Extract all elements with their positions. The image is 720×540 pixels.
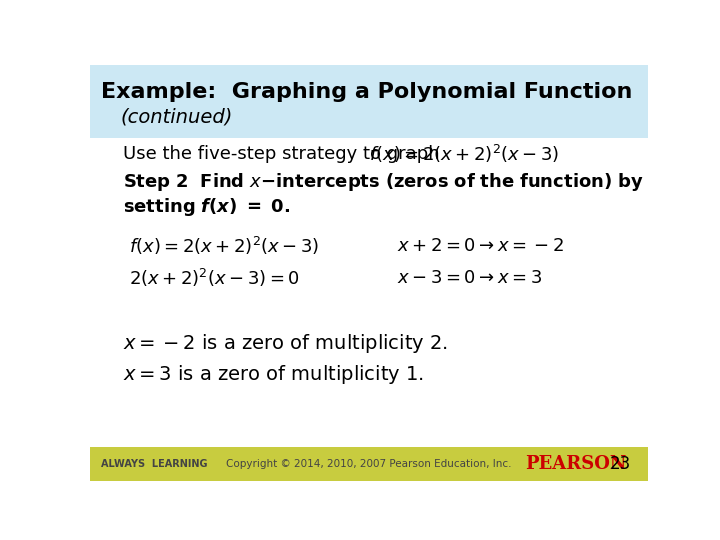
FancyBboxPatch shape — [90, 65, 648, 138]
Text: $x = -2$ is a zero of multiplicity 2.: $x = -2$ is a zero of multiplicity 2. — [124, 332, 449, 355]
Text: PEARSON: PEARSON — [526, 455, 626, 473]
Text: $\mathbf{Step\ 2\ \ Find}\ \mathit{x}\mathbf{-intercepts\ (zeros\ of\ the\ funct: $\mathbf{Step\ 2\ \ Find}\ \mathit{x}\ma… — [124, 171, 644, 193]
Text: 23: 23 — [610, 455, 631, 473]
Text: $f(x) = 2(x+2)^2(x-3)$: $f(x) = 2(x+2)^2(x-3)$ — [369, 143, 559, 165]
Text: $\mathbf{setting}\ \boldsymbol{f}\boldsymbol{(}\boldsymbol{x}\boldsymbol{)}\ \ma: $\mathbf{setting}\ \boldsymbol{f}\boldsy… — [124, 196, 291, 218]
Text: Use the five-step strategy to graph: Use the five-step strategy to graph — [124, 145, 440, 163]
Text: $x - 3 = 0 \rightarrow x = 3$: $x - 3 = 0 \rightarrow x = 3$ — [397, 269, 542, 287]
Text: ALWAYS  LEARNING: ALWAYS LEARNING — [101, 459, 207, 469]
Text: (continued): (continued) — [121, 107, 233, 126]
Text: $x + 2 = 0 \rightarrow x = -2$: $x + 2 = 0 \rightarrow x = -2$ — [397, 237, 564, 255]
Text: Example:  Graphing a Polynomial Function: Example: Graphing a Polynomial Function — [101, 82, 633, 102]
Text: Copyright © 2014, 2010, 2007 Pearson Education, Inc.: Copyright © 2014, 2010, 2007 Pearson Edu… — [226, 459, 512, 469]
Text: $x = 3$ is a zero of multiplicity 1.: $x = 3$ is a zero of multiplicity 1. — [124, 363, 425, 386]
Text: $f(x) = 2(x+2)^2(x-3)$: $f(x) = 2(x+2)^2(x-3)$ — [129, 234, 319, 256]
FancyBboxPatch shape — [90, 447, 648, 481]
Text: $2(x+2)^2(x-3) = 0$: $2(x+2)^2(x-3) = 0$ — [129, 267, 300, 289]
